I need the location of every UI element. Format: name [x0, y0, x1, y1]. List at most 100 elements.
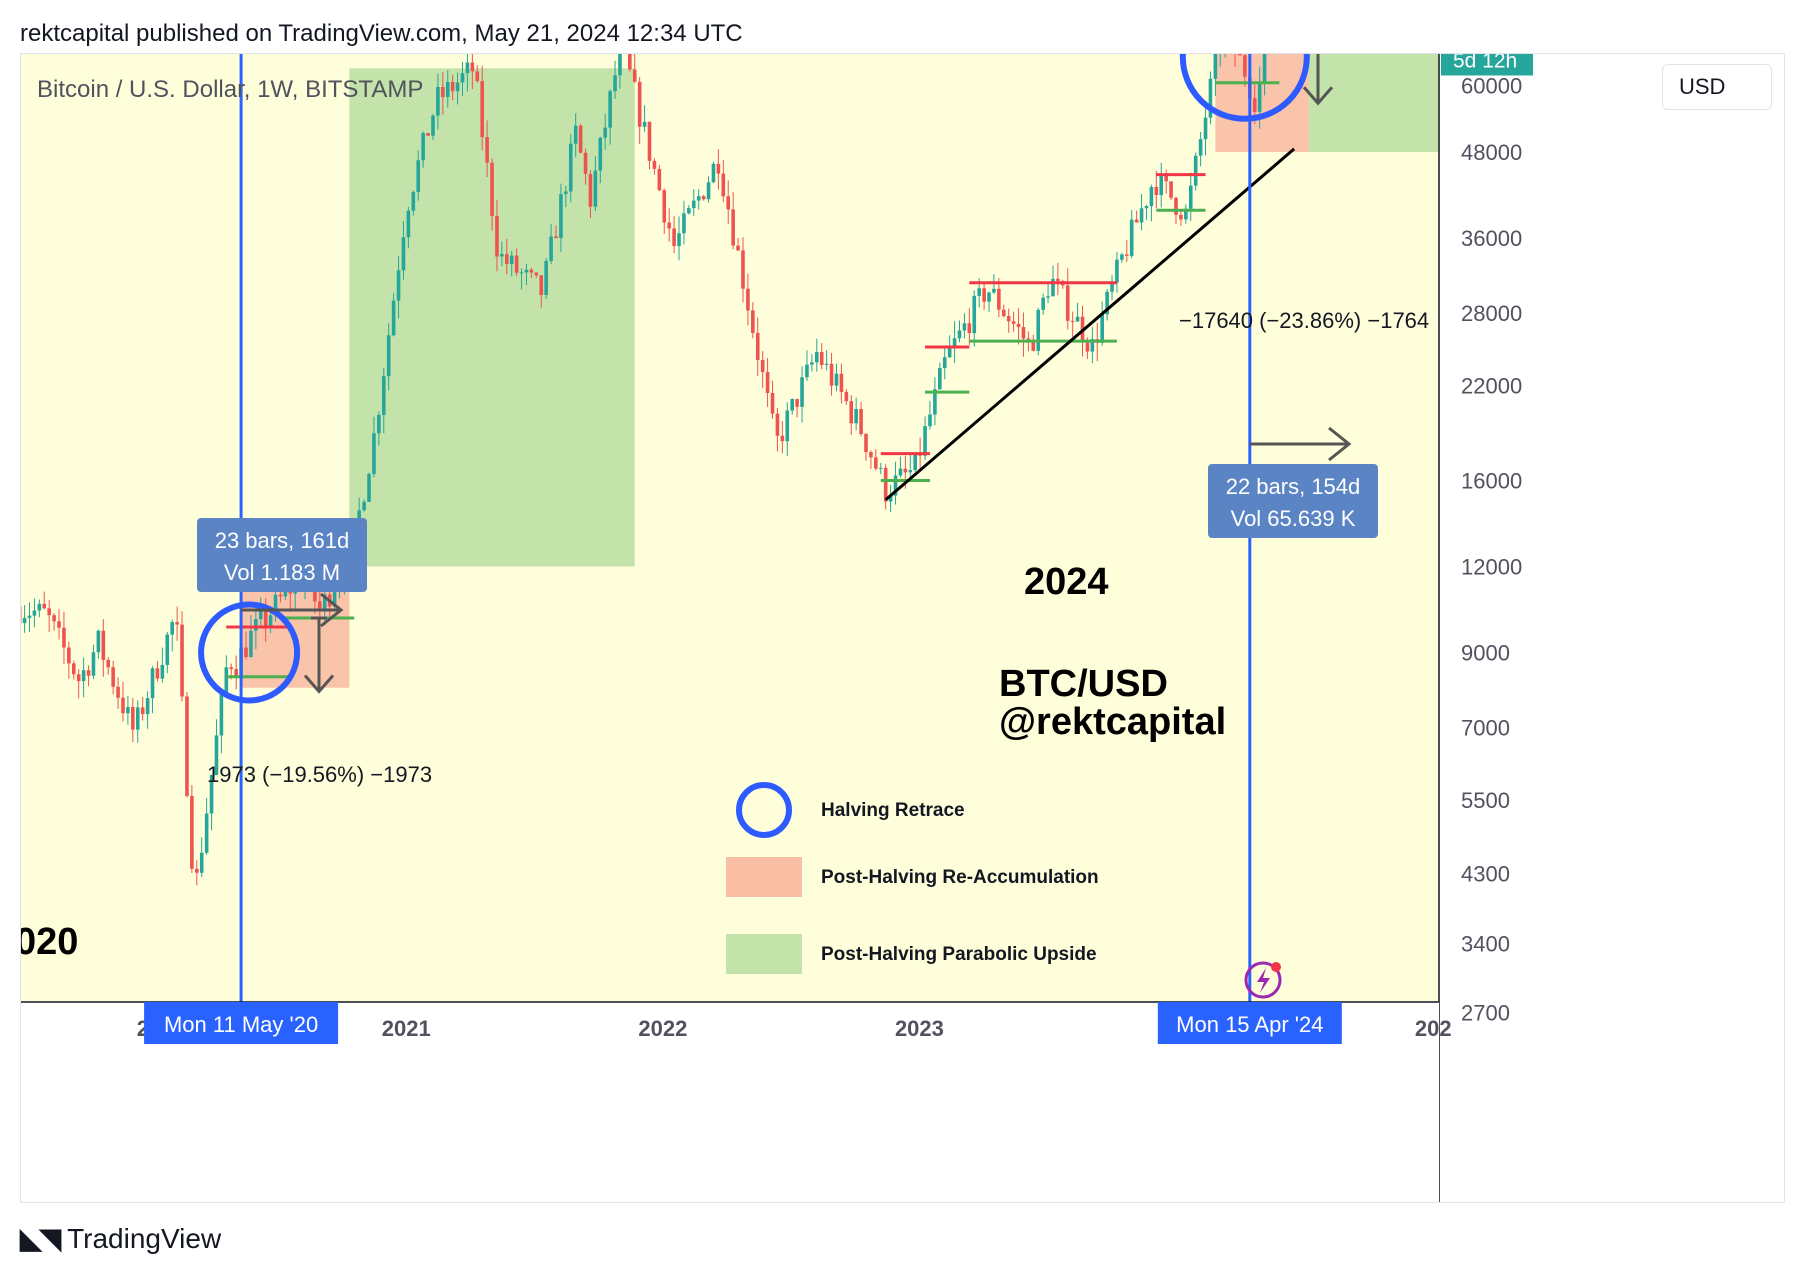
candle-body — [263, 610, 268, 626]
candle-body — [859, 408, 863, 435]
candle-body — [657, 168, 662, 191]
candle-body — [608, 91, 612, 128]
halving-date-tag-2020[interactable] — [144, 1002, 339, 1044]
candle-body — [942, 357, 947, 369]
candle-body — [465, 62, 470, 74]
candle-body — [977, 288, 981, 296]
candle-body — [1115, 259, 1119, 283]
candle-body — [406, 210, 411, 238]
candle-body — [1036, 309, 1041, 351]
price-tick-label: 4300 — [1461, 861, 1510, 886]
candle-body — [27, 615, 32, 618]
candle-body — [1046, 296, 1050, 298]
price-tick-label: 7000 — [1461, 716, 1510, 741]
candle-body — [1051, 278, 1055, 297]
price-axis-area — [1439, 54, 1784, 1202]
halving-date-tag-2024[interactable] — [1157, 1002, 1342, 1044]
handle-label: @rektcapital — [999, 701, 1226, 743]
candle-body — [908, 470, 913, 473]
candle-body — [1070, 320, 1075, 322]
candle-body — [381, 376, 386, 415]
candle-body — [106, 659, 111, 668]
candle-body — [391, 300, 396, 336]
candle-body — [37, 603, 42, 611]
candle-body — [844, 391, 849, 402]
tradingview-logo-icon: ◣◥ — [20, 1223, 61, 1254]
candle-body — [195, 868, 199, 873]
candle-body — [780, 435, 785, 442]
bars-callout-2020-line2: Vol 1.183 M — [224, 560, 340, 585]
candle-body — [254, 619, 258, 631]
candle-body — [982, 288, 986, 302]
candle-body — [426, 132, 430, 136]
candle-body — [396, 270, 401, 301]
candle-body — [603, 127, 608, 138]
candle-body — [805, 364, 809, 378]
measure-label-2024: −17640 (−23.86%) −1764 — [1179, 308, 1429, 333]
candle-body — [71, 663, 76, 675]
candle-body — [52, 615, 56, 622]
candle-body — [372, 433, 376, 474]
candle-body — [613, 75, 617, 92]
candle-body — [244, 647, 248, 657]
last-price-badge — [1441, 54, 1533, 76]
candle-body — [1056, 278, 1060, 282]
candle-body — [140, 707, 145, 715]
legend-swatch-red — [726, 857, 802, 897]
halving-retrace-circle-2024[interactable] — [1179, 54, 1310, 122]
last-price-countdown: 5d 12h — [1453, 54, 1517, 72]
candle-body — [564, 191, 568, 195]
candle-body — [701, 196, 706, 200]
candle-body — [755, 332, 760, 360]
candle-body — [22, 617, 27, 624]
candle-body — [1159, 174, 1164, 196]
publish-header: rektcapital published on TradingView.com… — [20, 20, 743, 47]
candle-body — [509, 255, 514, 265]
candle-body — [549, 236, 553, 262]
candle-body — [578, 125, 583, 153]
candle-body — [101, 630, 106, 660]
candle-body — [854, 408, 858, 424]
currency-selector[interactable]: USD — [1662, 64, 1772, 110]
candle-body — [180, 624, 184, 697]
tradingview-footer[interactable]: ◣◥ TradingView — [20, 1222, 221, 1255]
candle-body — [436, 86, 440, 116]
halving-retrace-circle-2020[interactable] — [198, 601, 301, 704]
candle-body — [662, 190, 667, 223]
chart-frame[interactable]: 1973 (−19.56%) −1973 −17640 (−23.86%) −17… — [20, 53, 1785, 1203]
retrace-measure-2024-head — [1302, 86, 1334, 106]
candle-body — [416, 160, 421, 192]
candle-body — [455, 82, 460, 92]
candle-body — [367, 473, 371, 502]
candle-body — [1016, 323, 1021, 328]
price-tick-label: 36000 — [1461, 226, 1522, 251]
candle-body — [544, 261, 548, 296]
time-tick-label: 2023 — [895, 1016, 944, 1041]
legend-label: Post-Halving Re-Accumulation — [821, 867, 1099, 888]
candle-body — [258, 610, 263, 620]
candle-body — [490, 162, 494, 216]
candle-body — [1164, 174, 1168, 182]
time-tick-label: 2021 — [382, 1016, 431, 1041]
price-tick-label: 60000 — [1461, 73, 1522, 98]
candle-body — [185, 696, 189, 796]
candle-body — [711, 163, 716, 183]
candle-body — [1021, 327, 1026, 339]
candle-body — [957, 330, 962, 339]
halving-date-tag-2020-label: Mon 11 May '20 — [164, 1012, 318, 1037]
chart-canvas[interactable]: 1973 (−19.56%) −1973 −17640 (−23.86%) −17… — [21, 54, 1784, 1202]
candle-body — [1105, 291, 1109, 315]
bars-callout-2024-line1: 22 bars, 154d — [1226, 474, 1361, 499]
candle-body — [1144, 206, 1149, 209]
candle-body — [111, 667, 115, 687]
candle-body — [190, 795, 194, 869]
candle-body — [47, 608, 51, 616]
lightning-icon[interactable] — [1244, 961, 1282, 999]
candle-body — [568, 143, 573, 192]
candle-body — [249, 630, 253, 657]
candle-body — [421, 132, 425, 161]
candle-body — [514, 255, 519, 273]
candle-body — [1252, 98, 1257, 112]
candle-body — [1179, 214, 1183, 220]
candle-body — [992, 288, 996, 293]
